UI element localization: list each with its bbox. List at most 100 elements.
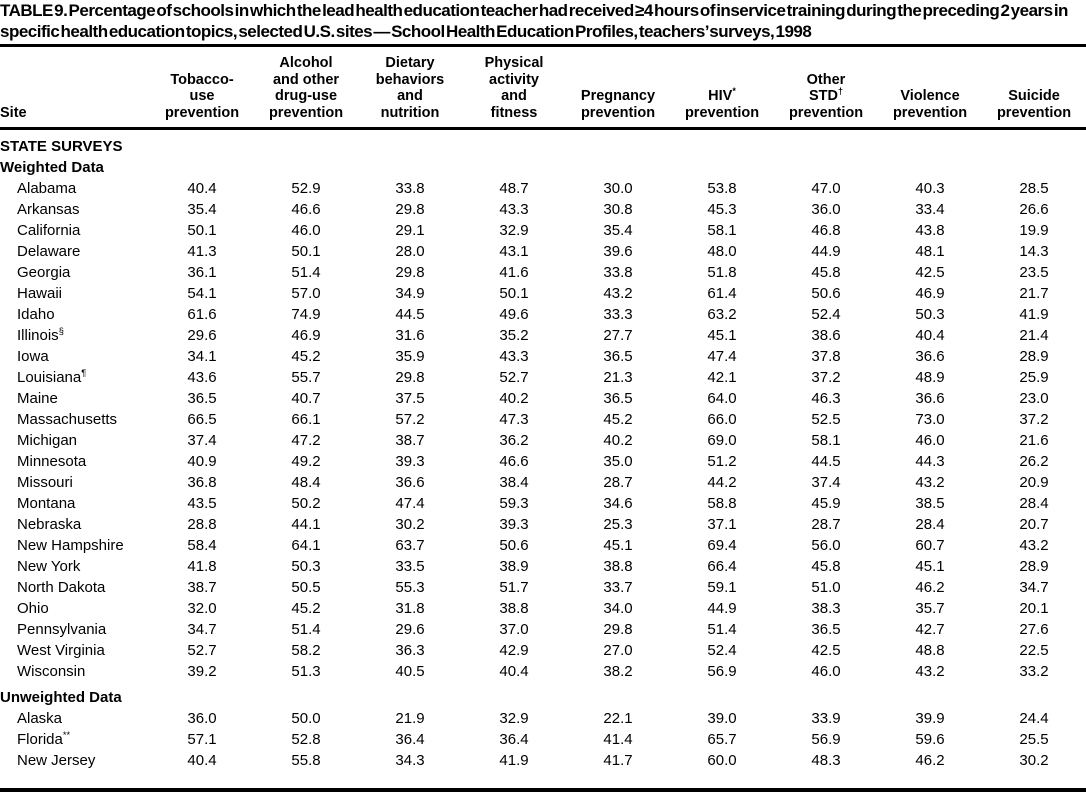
- cell-value: 35.4: [603, 222, 633, 239]
- cell-value: 36.4: [499, 731, 529, 748]
- cell-value: 58.4: [187, 537, 217, 554]
- table-row: Ohio 32.0 45.2 31.8 38.8 34.0 44.9 38.3 35.7 20.1: [0, 598, 1086, 619]
- cell-value: 21.6: [1019, 432, 1049, 449]
- cell-value: 35.2: [499, 327, 529, 344]
- cell-value: 54.1: [187, 285, 217, 302]
- cell-value: 32.0: [187, 600, 217, 617]
- cell-value: 49.6: [499, 306, 529, 323]
- cell-value: 44.9: [707, 600, 737, 617]
- cell-value: 41.8: [187, 558, 217, 575]
- cell-value: 58.1: [811, 432, 841, 449]
- cell-value: 47.0: [811, 180, 841, 197]
- bottom-rule: [0, 788, 1086, 792]
- cell-value: 27.7: [603, 327, 633, 344]
- site-name: New Jersey: [17, 752, 96, 769]
- cell-value: 40.4: [499, 663, 529, 680]
- cell-value: 51.7: [499, 579, 529, 596]
- cell-value: 22.1: [603, 710, 633, 727]
- cell-value: 39.6: [603, 243, 633, 260]
- cell-value: 33.8: [603, 264, 633, 281]
- cell-value: 40.9: [187, 453, 217, 470]
- cell-value: 51.0: [811, 579, 841, 596]
- cell-value: 40.2: [603, 432, 633, 449]
- cell-value: 48.4: [291, 474, 321, 491]
- cell-value: 21.3: [603, 369, 633, 386]
- site-name: Florida**: [17, 730, 71, 748]
- cell-value: 46.8: [811, 222, 841, 239]
- header-divider-rule: [0, 127, 1086, 130]
- cell-value: 55.7: [291, 369, 321, 386]
- cell-value: 36.4: [395, 731, 425, 748]
- table-row: Pennsylvania 34.7 51.4 29.6 37.0 29.8 51.4 36.5…: [0, 619, 1086, 640]
- site-name: Alaska: [17, 710, 63, 727]
- cell-value: 36.0: [187, 710, 217, 727]
- cell-value: 63.7: [395, 537, 425, 554]
- cell-value: 47.4: [395, 495, 425, 512]
- cell-value: 31.6: [395, 327, 425, 344]
- table-row: West Virginia 52.7 58.2 36.3 42.9 27.0 52.4 42.…: [0, 640, 1086, 661]
- cell-value: 41.7: [603, 752, 633, 769]
- cell-value: 34.1: [187, 348, 217, 365]
- cell-value: 37.4: [187, 432, 217, 449]
- cell-value: 29.8: [395, 264, 425, 281]
- table-row: Florida** 57.1 52.8 36.4 36.4 41.4 65.7 56.9 59.…: [0, 729, 1086, 750]
- cell-value: 46.2: [915, 579, 945, 596]
- cell-value: 28.9: [1019, 558, 1049, 575]
- cell-value: 43.8: [915, 222, 945, 239]
- table-row: Illinois§ 29.6 46.9 31.6 35.2 27.7 45.1 38.6 40.…: [0, 325, 1086, 346]
- col-header-line: and other: [272, 71, 340, 88]
- cell-value: 44.1: [291, 516, 321, 533]
- site-name: Alabama: [17, 180, 77, 197]
- table-body: STATE SURVEYS Weighted Data Alabama 40.4 52.…: [0, 130, 1086, 771]
- cell-value: 69.0: [707, 432, 737, 449]
- cell-value: 49.2: [291, 453, 321, 470]
- site-name: New Hampshire: [17, 537, 124, 554]
- cell-value: 39.3: [499, 516, 529, 533]
- cell-value: 40.4: [187, 752, 217, 769]
- cell-value: 36.5: [603, 390, 633, 407]
- cell-value: 51.3: [291, 663, 321, 680]
- cell-value: 31.8: [395, 600, 425, 617]
- site-column-header: Site: [0, 105, 27, 121]
- col-header-line: prevention: [996, 104, 1072, 121]
- col-header-line: prevention: [788, 104, 864, 121]
- col-header-line: drug-use: [274, 88, 338, 104]
- cell-value: 37.2: [1019, 411, 1049, 428]
- cell-value: 37.0: [499, 621, 529, 638]
- cell-value: 28.8: [187, 516, 217, 533]
- cell-value: 38.7: [187, 579, 217, 596]
- cell-value: 51.8: [707, 264, 737, 281]
- title-divider-rule: [0, 44, 1086, 47]
- cell-value: 33.4: [915, 201, 945, 218]
- site-name: North Dakota: [17, 579, 106, 596]
- cell-value: 14.3: [1019, 243, 1049, 260]
- cell-value: 33.5: [395, 558, 425, 575]
- col-header-line: Pregnancy: [580, 88, 656, 104]
- cell-value: 57.0: [291, 285, 321, 302]
- cell-value: 58.1: [707, 222, 737, 239]
- col-header-pregnancy-prevention: Pregnancy prevention: [566, 88, 670, 121]
- table-row: Iowa 34.1 45.2 35.9 43.3 36.5 47.4 37.8 36.6 28.9: [0, 346, 1086, 367]
- col-header-line: Tobacco-: [170, 71, 234, 88]
- col-header-line: use: [189, 88, 215, 104]
- site-name: Wisconsin: [17, 663, 86, 680]
- cell-value: 44.5: [811, 453, 841, 470]
- col-header-line: Dietary: [385, 55, 435, 71]
- col-header-line: activity: [489, 71, 539, 88]
- cell-value: 50.3: [291, 558, 321, 575]
- cell-value: 28.7: [811, 516, 841, 533]
- cell-value: 47.4: [707, 348, 737, 365]
- cell-value: 36.2: [499, 432, 529, 449]
- site-name: Ohio: [17, 600, 49, 617]
- cell-value: 38.9: [499, 558, 529, 575]
- cell-value: 52.7: [499, 369, 529, 386]
- col-header-line: Physical: [484, 55, 544, 71]
- cell-value: 51.4: [291, 264, 321, 281]
- cell-value: 28.5: [1019, 180, 1049, 197]
- cell-value: 55.3: [395, 579, 425, 596]
- cell-value: 46.6: [291, 201, 321, 218]
- col-header-alcohol-drug-use-prevention: Alcohol and other drug-use prevention: [254, 55, 358, 121]
- cell-value: 29.6: [187, 327, 217, 344]
- cell-value: 40.2: [499, 390, 529, 407]
